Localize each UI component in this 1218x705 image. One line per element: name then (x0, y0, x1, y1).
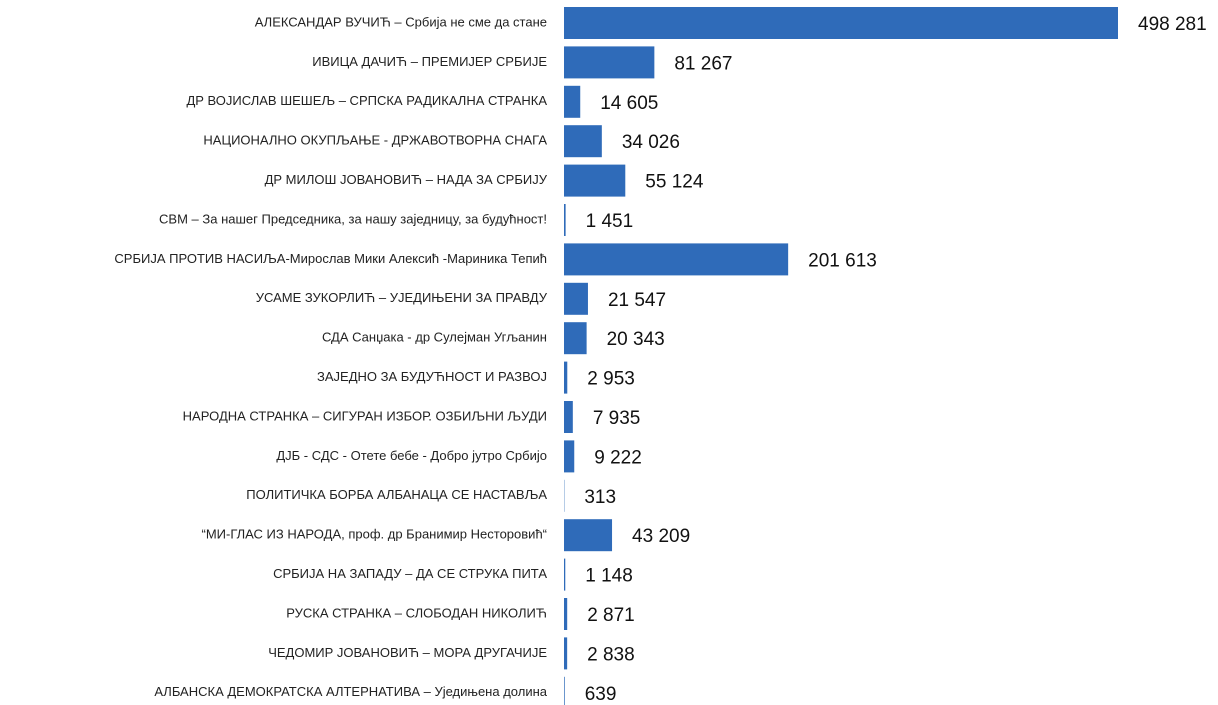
bar (564, 676, 565, 705)
bar (564, 598, 568, 630)
bar (564, 322, 587, 355)
value-label: 1 451 (586, 211, 634, 232)
bar (564, 164, 626, 197)
category-label: ЗАЈЕДНО ЗА БУДУЋНОСТ И РАЗВОЈ (317, 369, 547, 384)
value-label: 2 953 (587, 369, 635, 390)
category-label: ЧЕДОМИР ЈОВАНОВИЋ – МОРА ДРУГАЧИЈЕ (268, 645, 547, 660)
value-label: 21 547 (608, 290, 666, 311)
bar (564, 46, 655, 79)
value-label: 313 (584, 487, 616, 508)
value-label: 81 267 (674, 53, 732, 74)
value-label: 1 148 (585, 566, 633, 587)
category-label: ДЈБ - СДС - Отете бебе - Добро јутро Срб… (276, 448, 547, 463)
bar (564, 401, 573, 433)
bar (564, 282, 588, 315)
bar (564, 519, 613, 552)
bar (564, 361, 568, 394)
value-label: 498 281 (1138, 14, 1207, 35)
value-label: 7 935 (593, 408, 641, 429)
category-label: НАРОДНА СТРАНКА – СИГУРАН ИЗБОР. ОЗБИЉНИ… (183, 408, 547, 423)
value-label: 2 871 (587, 605, 635, 626)
category-label: СДА Санџака - др Сулејман Угљанин (322, 330, 547, 345)
bar (564, 7, 1118, 39)
value-label: 2 838 (587, 644, 635, 665)
category-label: НАЦИОНАЛНО ОКУПЉАЊЕ - ДРЖАВОТВОРНА СНАГА (203, 133, 547, 148)
category-label: АЛЕКСАНДАР ВУЧИЋ – Србија не сме да стан… (255, 14, 547, 29)
value-label: 201 613 (808, 250, 877, 271)
bar (564, 85, 581, 118)
category-label: СРБИЈА НА ЗАПАДУ – ДА СЕ СТРУКА ПИТА (273, 566, 547, 581)
value-label: 55 124 (645, 172, 704, 193)
category-label: “МИ-ГЛАС ИЗ НАРОДА, проф. др Бранимир Не… (202, 527, 548, 542)
bar (564, 204, 566, 236)
bar (564, 125, 602, 158)
bar (564, 558, 566, 591)
category-label: УСАМЕ ЗУКОРЛИЋ – УЈЕДИЊЕНИ ЗА ПРАВДУ (256, 290, 548, 305)
value-label: 9 222 (594, 447, 642, 468)
category-label: ДР МИЛОШ ЈОВАНОВИЋ – НАДА ЗА СРБИЈУ (265, 172, 548, 187)
value-label: 43 209 (632, 526, 690, 547)
value-label: 14 605 (600, 93, 658, 114)
category-label: СВМ – За нашег Председника, за нашу заје… (159, 211, 547, 226)
category-label: ИВИЦА ДАЧИЋ – ПРЕМИЈЕР СРБИЈЕ (312, 54, 547, 69)
category-label: АЛБАНСКА ДЕМОКРАТСКА АЛТЕРНАТИВА – Уједи… (154, 684, 547, 699)
category-label: ДР ВОЈИСЛАВ ШЕШЕЉ – СРПСКА РАДИКАЛНА СТР… (186, 93, 547, 108)
value-label: 20 343 (607, 329, 665, 350)
value-label: 34 026 (622, 132, 680, 153)
category-label: СРБИЈА ПРОТИВ НАСИЉА-Мирослав Мики Алекс… (114, 251, 547, 266)
bar (564, 637, 568, 670)
value-label: 639 (585, 684, 617, 705)
category-label: РУСКА СТРАНКА – СЛОБОДАН НИКОЛИЋ (286, 605, 547, 620)
category-label: ПОЛИТИЧКА БОРБА АЛБАНАЦА СЕ НАСТАВЉА (246, 487, 547, 502)
bar (564, 243, 789, 276)
bar (564, 440, 575, 473)
